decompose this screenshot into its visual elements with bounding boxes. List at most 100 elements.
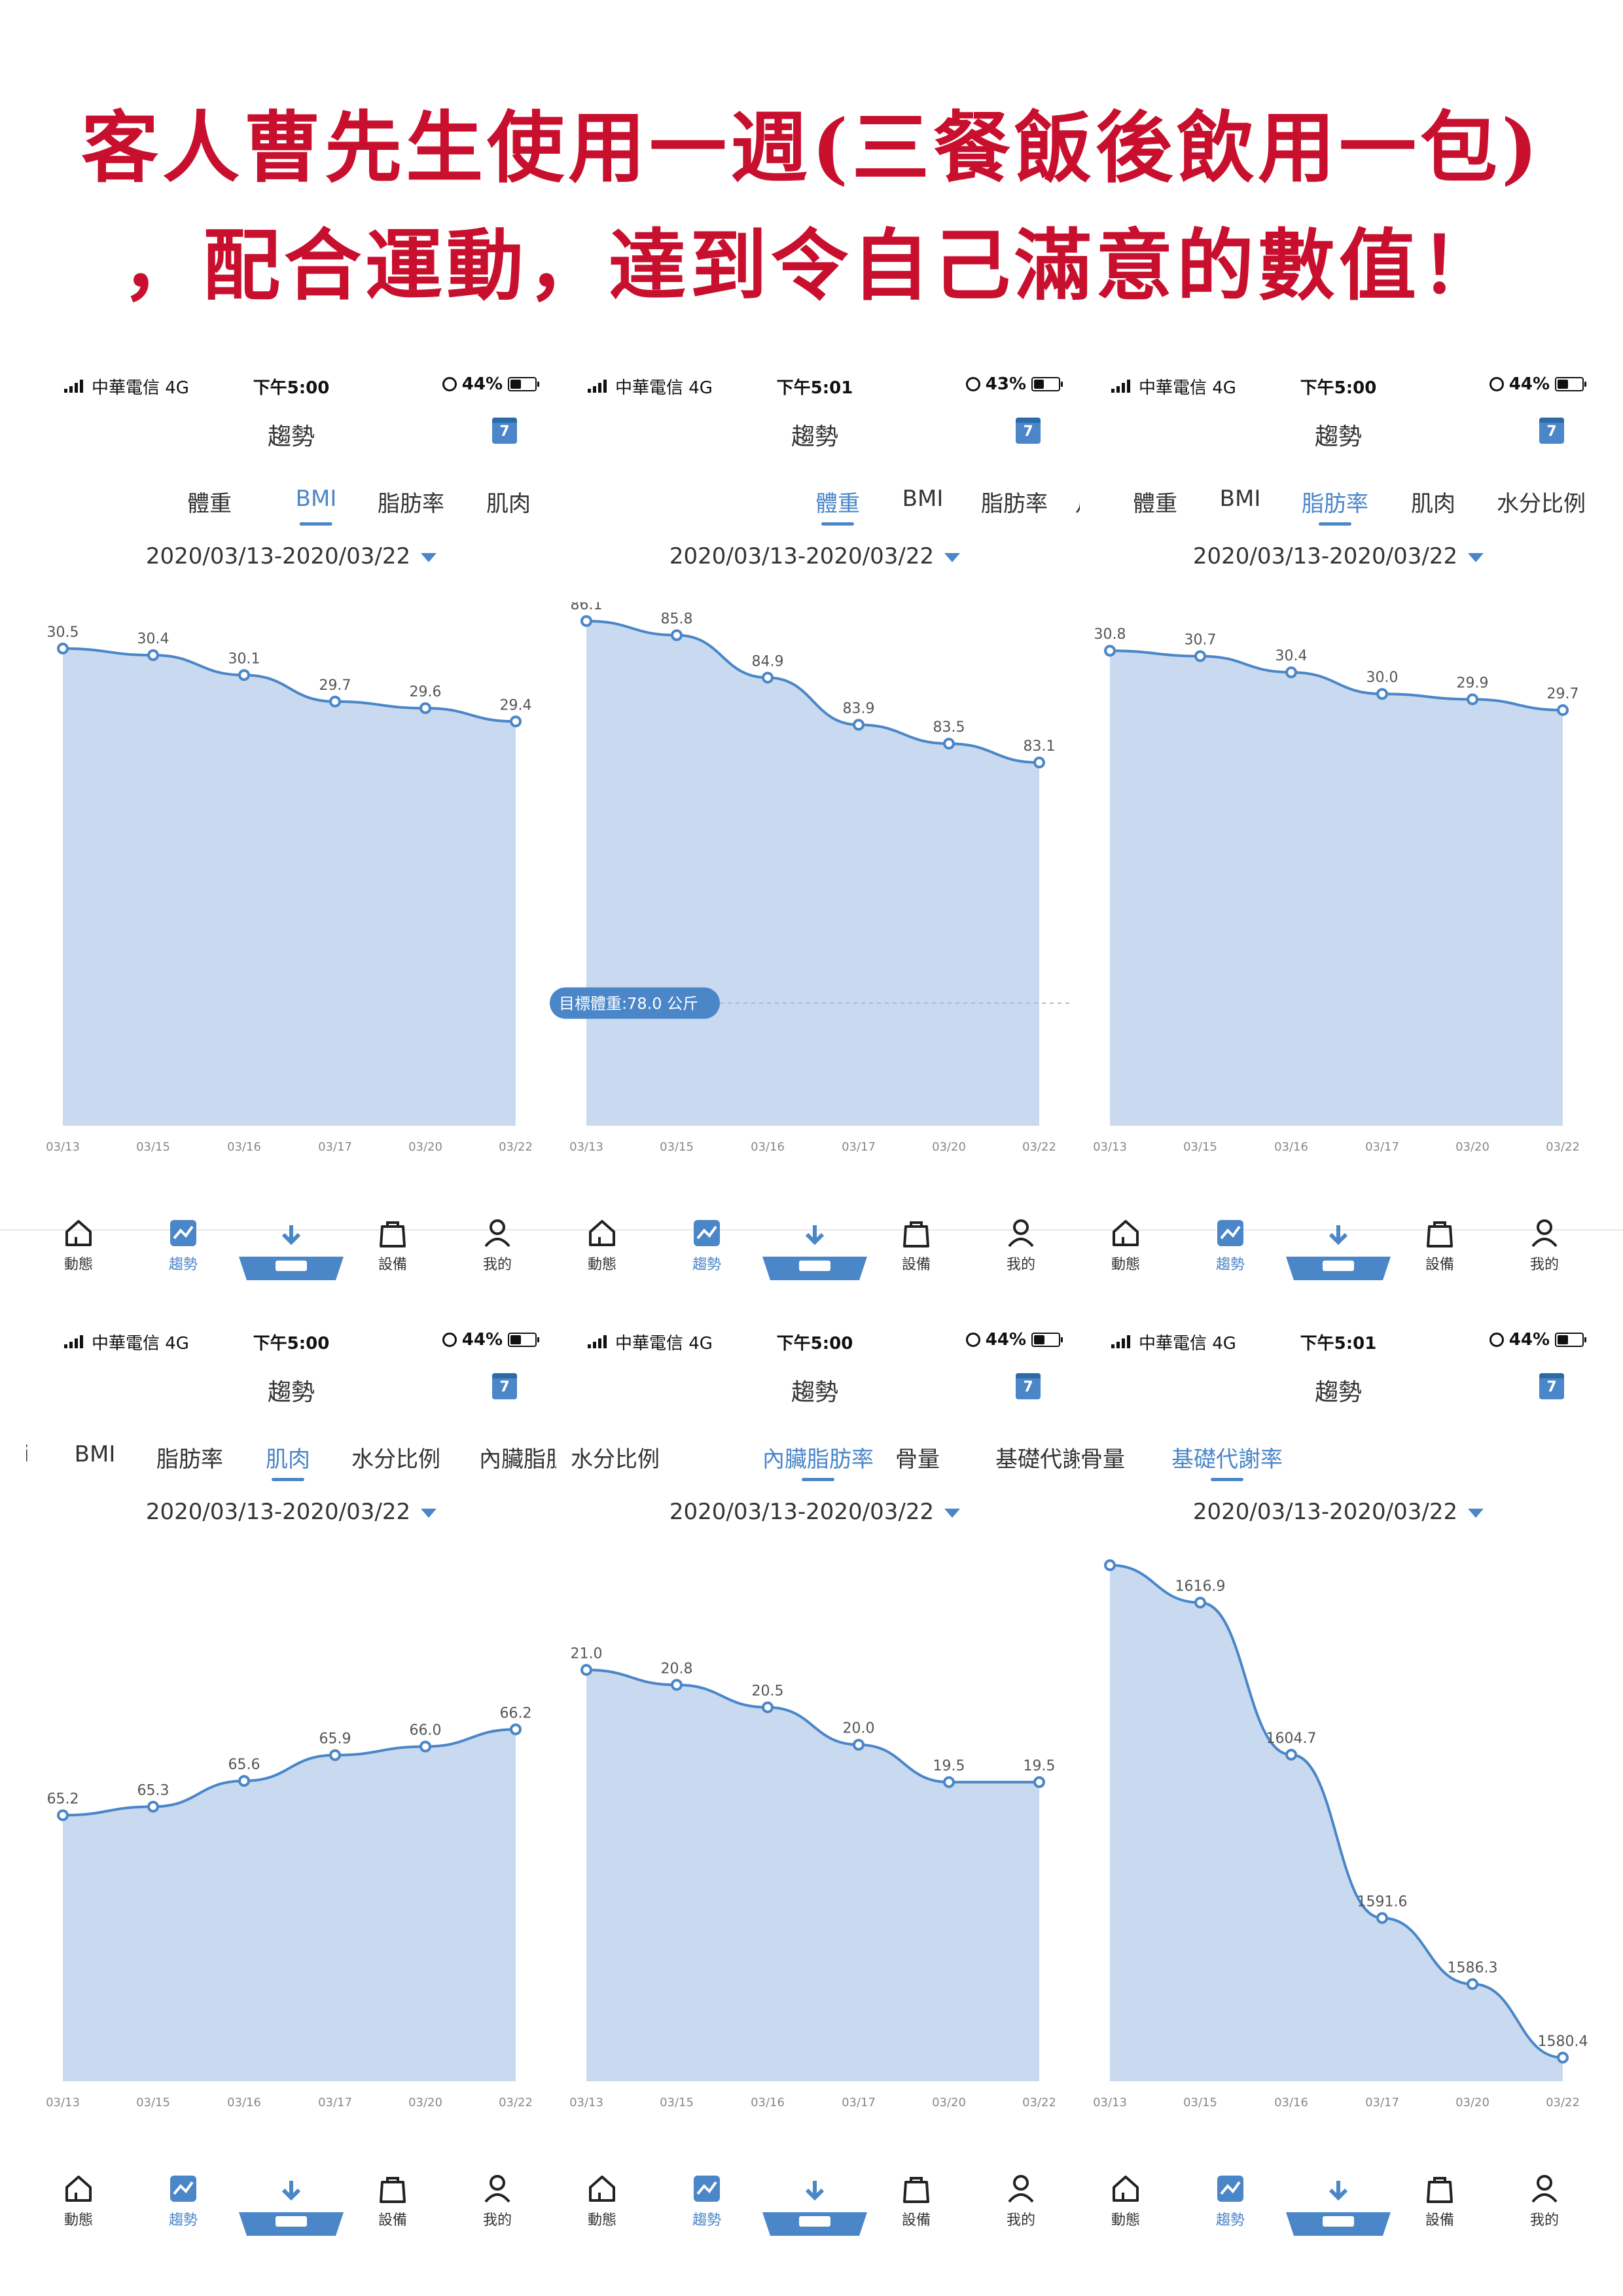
nav-item-2[interactable]: 設備 (1394, 1217, 1486, 1274)
date-range-selector[interactable]: 2020/03/13-2020/03/22 (1073, 543, 1603, 569)
area-fill (586, 620, 1039, 1126)
tab-4[interactable]: 水分比例 (1497, 491, 1586, 517)
tab-0[interactable]: 水分比例 (571, 1446, 660, 1473)
nav-item-1[interactable]: 趨勢 (137, 1217, 229, 1274)
nav-item-1[interactable]: 趨勢 (1185, 2173, 1276, 2229)
trend-chart: 30.8 03/13 30.7 03/15 30.4 03/16 30.0 03/17 29.9… (1073, 602, 1603, 1191)
tab-0[interactable]: 骨量 (1080, 1446, 1125, 1473)
nav-item-0[interactable]: 動態 (556, 2173, 648, 2229)
tab-3[interactable]: 肌肉 (486, 491, 531, 517)
nav-item-0[interactable]: 動態 (33, 2173, 124, 2229)
tab-0[interactable]: 體重 (187, 491, 232, 517)
calendar-icon[interactable]: 7 (492, 418, 517, 444)
scale-icon[interactable] (226, 2181, 357, 2240)
scale-icon[interactable] (749, 2181, 880, 2240)
tab-1[interactable]: BMI (1219, 486, 1261, 512)
calendar-icon[interactable]: 7 (1016, 418, 1041, 444)
alarm-icon (1489, 377, 1504, 391)
scale-icon[interactable] (749, 1225, 880, 1284)
nav-item-3[interactable]: 我的 (1499, 2173, 1590, 2229)
x-tick-label: 03/15 (660, 1140, 694, 1154)
trend-chart-svg: 65.2 03/13 65.3 03/15 65.6 03/16 65.9 03/17 66.0… (46, 1705, 533, 2109)
x-tick-label: 03/16 (227, 2096, 261, 2109)
nav-label: 趨勢 (692, 1257, 721, 1273)
tab-3[interactable]: 肌肉 (1411, 491, 1455, 517)
nav-item-2[interactable]: 設備 (870, 1217, 962, 1274)
row-divider (0, 1229, 1623, 1230)
nav-item-1[interactable]: 趨勢 (137, 2173, 229, 2229)
tab-2[interactable]: 脂肪率 (1302, 486, 1368, 518)
calendar-icon[interactable]: 7 (1016, 1373, 1041, 1399)
data-label: 29.7 (319, 677, 351, 694)
area-fill (63, 1729, 516, 2081)
caret-down-icon (944, 1508, 961, 1518)
caret-down-icon (421, 1508, 437, 1518)
calendar-icon[interactable]: 7 (1539, 418, 1564, 444)
tab-1[interactable]: BMI (295, 486, 337, 512)
calendar-icon[interactable]: 7 (1539, 1373, 1564, 1399)
tab-1[interactable]: 基礎代謝率 (1171, 1441, 1283, 1473)
carrier-label: 中華電信 4G (615, 1334, 713, 1354)
nav-item-3[interactable]: 我的 (975, 1217, 1067, 1274)
nav-item-1[interactable]: 趨勢 (1185, 1217, 1276, 1274)
calendar-icon[interactable]: 7 (492, 1373, 517, 1399)
nav-item-0[interactable]: 動態 (1080, 1217, 1171, 1274)
tab-3[interactable]: 基礎代謝脂肪率 (995, 1446, 1080, 1473)
shopping-bag-icon (380, 2177, 406, 2203)
tab-0[interactable]: i (26, 1441, 29, 1467)
nav-item-1[interactable]: 趨勢 (661, 1217, 753, 1274)
data-label: 65.9 (319, 1731, 351, 1748)
nav-item-3[interactable]: 我的 (452, 2173, 543, 2229)
x-tick-label: 03/15 (1183, 1140, 1217, 1154)
tab-1[interactable]: BMI (74, 1441, 116, 1467)
tab-2[interactable]: 骨量 (895, 1446, 940, 1473)
tab-0[interactable]: 體重 (1133, 491, 1177, 517)
scale-icon[interactable] (226, 1225, 357, 1284)
data-label: 29.9 (1457, 675, 1489, 691)
nav-item-0[interactable]: 動態 (1080, 2173, 1171, 2229)
tab-3[interactable]: 月 (1075, 486, 1080, 518)
scale-icon[interactable] (1273, 1225, 1404, 1284)
data-label: 30.8 (1094, 626, 1126, 643)
nav-item-3[interactable]: 我的 (975, 2173, 1067, 2229)
nav-item-3[interactable]: 我的 (452, 1217, 543, 1274)
date-range-selector[interactable]: 2020/03/13-2020/03/22 (550, 543, 1080, 569)
tab-0[interactable]: 體重 (815, 486, 860, 518)
x-tick-label: 03/17 (842, 1140, 876, 1154)
tab-2[interactable]: 脂肪率 (378, 491, 444, 517)
data-label: 30.5 (47, 624, 79, 641)
tab-1[interactable]: 內臟脂肪率 (762, 1441, 874, 1473)
scale-icon[interactable] (1273, 2181, 1404, 2240)
tab-3[interactable]: 肌肉 (266, 1441, 310, 1473)
nav-item-2[interactable]: 設備 (347, 2173, 438, 2229)
x-tick-label: 03/16 (751, 1140, 785, 1154)
date-range-selector[interactable]: 2020/03/13-2020/03/22 (26, 1499, 556, 1525)
nav-item-2[interactable]: 設備 (1394, 2173, 1486, 2229)
nav-item-0[interactable]: 動態 (33, 1217, 124, 1274)
nav-item-2[interactable]: 設備 (347, 1217, 438, 1274)
data-label: 86.1 (571, 602, 603, 613)
tab-2[interactable]: 脂肪率 (156, 1446, 223, 1473)
status-right: 44% (1489, 374, 1586, 394)
nav-label: 趨勢 (1215, 2212, 1245, 2229)
nav-item-0[interactable]: 動態 (556, 1217, 648, 1274)
date-range-label: 2020/03/13-2020/03/22 (1192, 543, 1458, 569)
data-label: 29.6 (410, 684, 442, 700)
nav-item-1[interactable]: 趨勢 (661, 2173, 753, 2229)
battery-icon (1555, 377, 1586, 391)
bottom-nav: 動態 趨勢 設備 我的 (550, 2173, 1080, 2251)
target-badge (550, 987, 720, 1019)
nav-label: 動態 (63, 1257, 93, 1273)
nav-item-3[interactable]: 我的 (1499, 1217, 1590, 1274)
data-label: 66.2 (500, 1705, 532, 1721)
phone-screen-4: 中華電信 4G 下午5:00 44% 趨勢 7 i BMI 脂肪率 肌肉 水分比例 內臟脂肌肉 202… (26, 1322, 556, 2278)
tab-5[interactable]: 內臟脂肌肉 (479, 1446, 556, 1473)
date-range-selector[interactable]: 2020/03/13-2020/03/22 (26, 543, 556, 569)
tab-2[interactable]: 脂肪率 (981, 491, 1048, 517)
tab-1[interactable]: BMI (902, 486, 944, 512)
tab-4[interactable]: 水分比例 (351, 1446, 440, 1473)
nav-item-2[interactable]: 設備 (870, 2173, 962, 2229)
date-range-selector[interactable]: 2020/03/13-2020/03/22 (550, 1499, 1080, 1525)
date-range-selector[interactable]: 2020/03/13-2020/03/22 (1073, 1499, 1603, 1525)
